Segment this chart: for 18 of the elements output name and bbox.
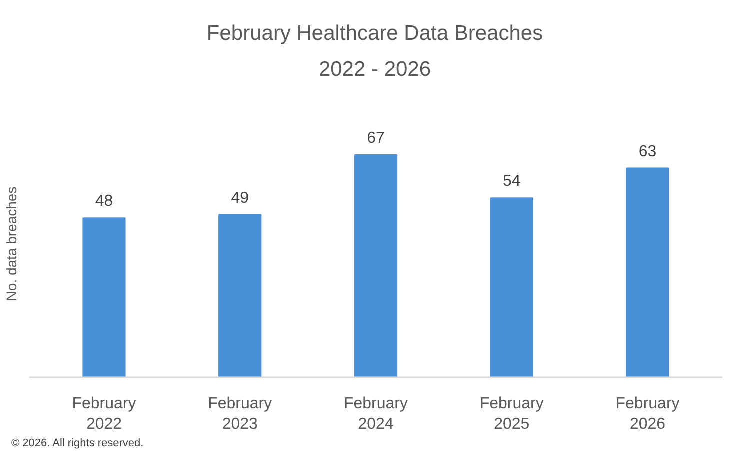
x-tick-label: February 2023 xyxy=(208,396,272,433)
data-label: 67 xyxy=(367,130,385,147)
x-tick-label: February 2022 xyxy=(72,396,136,433)
data-label: 48 xyxy=(95,193,114,210)
bar xyxy=(82,218,126,378)
text: © 2026. All rights reserved. xyxy=(12,438,144,450)
x-tick-label: February 2024 xyxy=(344,396,408,433)
bar xyxy=(490,198,534,378)
bar xyxy=(218,214,262,378)
x-tick-label: February 2025 xyxy=(480,396,544,433)
bar xyxy=(354,154,398,378)
chart-title: February Healthcare Data Breaches 2022 - 2026 xyxy=(206,21,544,83)
x-tick-label: February 2026 xyxy=(616,396,680,433)
data-label: 63 xyxy=(638,143,657,160)
data-label: 54 xyxy=(502,173,521,190)
y-axis-title: No. data breaches xyxy=(4,186,20,302)
bar xyxy=(626,168,670,378)
data-label: 49 xyxy=(231,190,250,207)
